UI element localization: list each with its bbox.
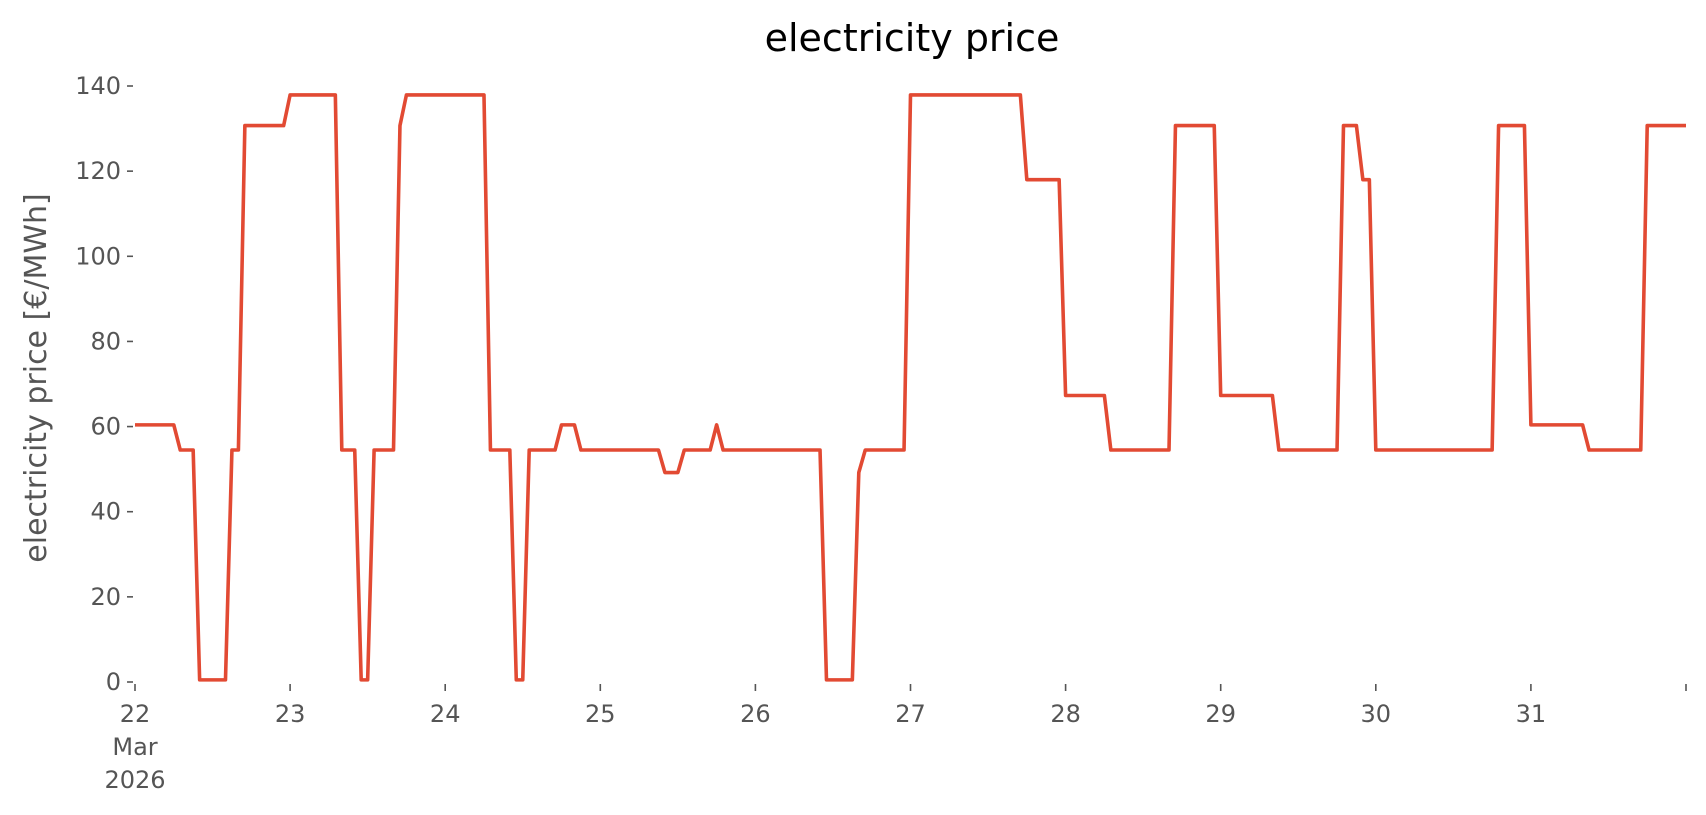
chart-title: electricity price	[765, 16, 1060, 60]
y-tick-label: 80	[90, 327, 121, 355]
y-tick-label: 40	[90, 498, 121, 526]
x-tick-label: 26	[740, 700, 771, 728]
x-tick-label: 28	[1050, 700, 1081, 728]
y-tick-label: 100	[75, 242, 121, 270]
x-tick-label: 27	[895, 700, 926, 728]
x-tick-label: 25	[585, 700, 616, 728]
x-tick-label: 22 Mar 2026	[104, 700, 165, 794]
y-tick-label: 0	[106, 668, 121, 696]
x-axis: 22 Mar 2026 23 24 25 26 27 28 29 30 31	[104, 684, 1687, 794]
x-tick-label: 29	[1205, 700, 1236, 728]
y-tick-label: 140	[75, 72, 121, 100]
y-axis-label: electricity price [€/MWh]	[19, 193, 54, 562]
x-tick-label: 31	[1516, 700, 1547, 728]
series-line-electricity-price	[135, 93, 1686, 682]
y-tick-label: 120	[75, 157, 121, 185]
x-tick-label: 24	[430, 700, 461, 728]
y-tick-label: 20	[90, 583, 121, 611]
x-tick-label: 30	[1361, 700, 1392, 728]
y-axis: 0 20 40 60 80 100 120 140	[75, 72, 133, 696]
plot-area	[135, 93, 1686, 682]
y-tick-label: 60	[90, 413, 121, 441]
x-tick-label: 23	[275, 700, 306, 728]
